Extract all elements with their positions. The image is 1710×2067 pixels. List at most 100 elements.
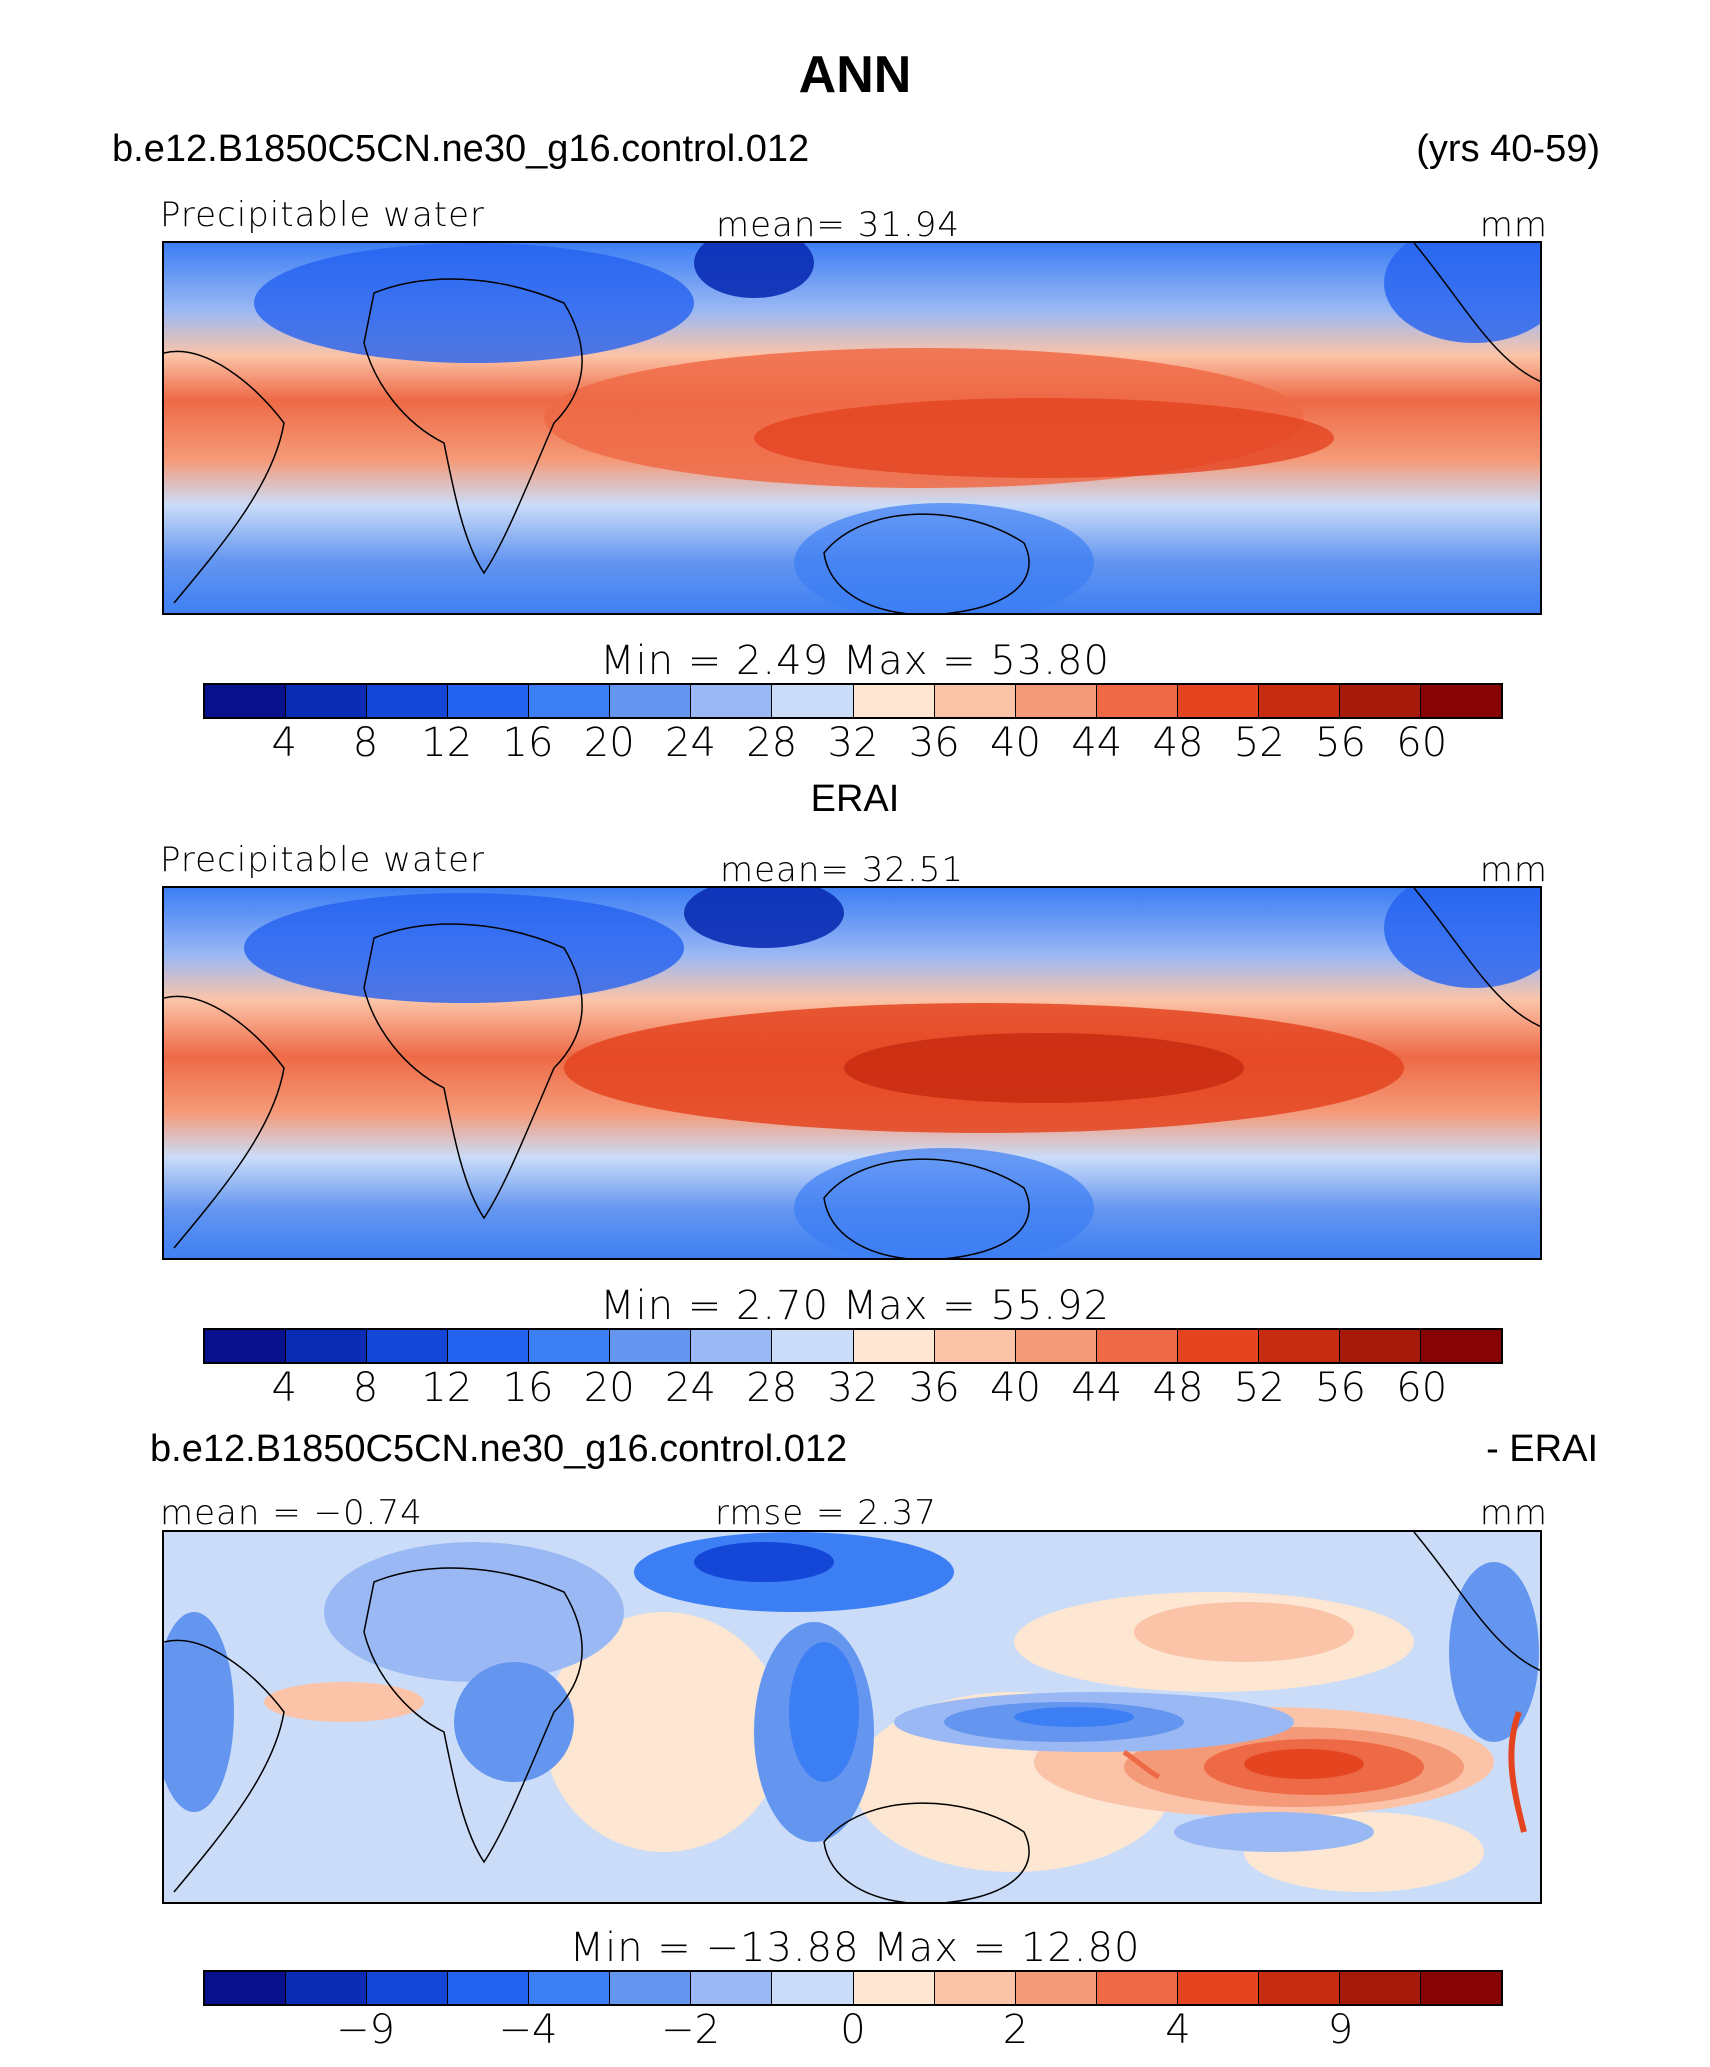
panel2-variable-label: Precipitable water: [160, 840, 486, 880]
colorbar-swatch: [934, 1972, 1016, 2004]
panel2-map: [162, 886, 1542, 1260]
panel2-colorbar-ticks: 4 8 12 16 20 24 28 32 36 40 44 48 52 56 60: [203, 1365, 1503, 1415]
colorbar-tick-label: 40: [990, 720, 1041, 766]
colorbar-swatch: [1096, 1330, 1178, 1362]
panel3-colorbar-ticks: −9 −4 −2 0 2 4 9: [203, 2007, 1503, 2057]
colorbar-swatch: [1258, 685, 1340, 717]
colorbar-tick-label: −4: [498, 2007, 558, 2053]
colorbar-swatch: [1258, 1330, 1340, 1362]
colorbar-swatch: [610, 1330, 692, 1362]
colorbar-tick-label: 52: [1233, 720, 1285, 766]
panel3-units-label: mm: [1479, 1493, 1548, 1533]
colorbar-swatch: [1420, 1972, 1501, 2004]
panel3-map: [162, 1530, 1542, 1904]
colorbar-swatch: [205, 1330, 287, 1362]
panel1-variable-label: Precipitable water: [160, 195, 486, 235]
panel3-minmax-label: Min = −13.88 Max = 12.80: [569, 1925, 1141, 1971]
colorbar-tick-label: 16: [502, 1365, 554, 1411]
colorbar-swatch: [367, 685, 449, 717]
panel3-colorbar: [203, 1970, 1503, 2006]
colorbar-tick-label: 32: [827, 720, 879, 766]
colorbar-swatch: [367, 1972, 449, 2004]
colorbar-tick-label: 36: [908, 1365, 960, 1411]
colorbar-swatch: [286, 1972, 368, 2004]
colorbar-swatch: [1258, 1972, 1340, 2004]
colorbar-tick-label: 48: [1152, 720, 1204, 766]
colorbar-tick-label: −9: [336, 2007, 395, 2053]
colorbar-swatch: [529, 1972, 611, 2004]
colorbar-tick-label: 24: [665, 1365, 716, 1411]
colorbar-swatch: [772, 685, 854, 717]
panel2-mean-label: mean= 32.51: [720, 850, 965, 890]
panel1-units-label: mm: [1479, 205, 1548, 245]
colorbar-swatch: [1177, 1972, 1259, 2004]
colorbar-swatch: [610, 685, 692, 717]
colorbar-swatch: [1177, 685, 1259, 717]
colorbar-swatch: [934, 685, 1016, 717]
colorbar-tick-label: 36: [908, 720, 960, 766]
colorbar-tick-label: 28: [746, 720, 798, 766]
colorbar-tick-label: 4: [271, 720, 297, 766]
colorbar-swatch: [529, 685, 611, 717]
panel1-mean-label: mean= 31.94: [716, 205, 961, 245]
colorbar-tick-label: 12: [421, 720, 473, 766]
colorbar-tick-label: 4: [271, 1365, 297, 1411]
colorbar-swatch: [448, 685, 530, 717]
colorbar-swatch: [772, 1972, 854, 2004]
colorbar-tick-label: 20: [583, 1365, 635, 1411]
colorbar-swatch: [691, 1330, 773, 1362]
colorbar-tick-label: 8: [352, 720, 379, 766]
colorbar-tick-label: 9: [1327, 2007, 1354, 2053]
panel2-colorbar: [203, 1328, 1503, 1364]
colorbar-tick-label: 12: [421, 1365, 473, 1411]
panel2-units-label: mm: [1479, 850, 1548, 890]
panel1-map: [162, 241, 1542, 615]
colorbar-tick-label: 56: [1315, 720, 1366, 766]
colorbar-swatch: [610, 1972, 692, 2004]
panel1-minmax-label: Min = 2.49 Max = 53.80: [600, 638, 1110, 684]
colorbar-tick-label: 2: [1002, 2007, 1029, 2053]
colorbar-tick-label: 16: [502, 720, 554, 766]
colorbar-swatch: [691, 685, 773, 717]
colorbar-swatch: [529, 1330, 611, 1362]
panel3-suffix-label: - ERAI: [1486, 1428, 1598, 1470]
panel3-rmse-label: rmse = 2.37: [715, 1493, 937, 1533]
colorbar-tick-label: 56: [1315, 1365, 1366, 1411]
colorbar-swatch: [448, 1330, 530, 1362]
colorbar-swatch: [1015, 1972, 1097, 2004]
colorbar-tick-label: 52: [1233, 1365, 1285, 1411]
colorbar-tick-label: 60: [1396, 720, 1448, 766]
colorbar-swatch: [1096, 685, 1178, 717]
colorbar-swatch: [448, 1972, 530, 2004]
colorbar-swatch: [1177, 1330, 1259, 1362]
panel2-title: ERAI: [810, 778, 900, 820]
colorbar-swatch: [367, 1330, 449, 1362]
colorbar-swatch: [205, 685, 287, 717]
colorbar-tick-label: 20: [583, 720, 635, 766]
colorbar-tick-label: 44: [1071, 1365, 1123, 1411]
panel1-colorbar: [203, 683, 1503, 719]
years-label: (yrs 40-59): [1416, 128, 1600, 170]
colorbar-tick-label: 48: [1152, 1365, 1204, 1411]
colorbar-swatch: [1015, 685, 1097, 717]
colorbar-tick-label: 40: [990, 1365, 1041, 1411]
colorbar-swatch: [1339, 685, 1421, 717]
colorbar-swatch: [1420, 685, 1501, 717]
figure-title: ANN: [798, 46, 912, 104]
colorbar-swatch: [1015, 1330, 1097, 1362]
colorbar-swatch: [205, 1972, 287, 2004]
panel3-mean-label: mean = −0.74: [160, 1493, 423, 1533]
colorbar-tick-label: 44: [1071, 720, 1123, 766]
colorbar-swatch: [853, 1972, 935, 2004]
colorbar-tick-label: 8: [352, 1365, 379, 1411]
colorbar-tick-label: 60: [1396, 1365, 1448, 1411]
colorbar-tick-label: 0: [840, 2007, 866, 2053]
colorbar-swatch: [934, 1330, 1016, 1362]
colorbar-tick-label: 4: [1165, 2007, 1191, 2053]
colorbar-swatch: [1420, 1330, 1501, 1362]
colorbar-tick-label: 24: [665, 720, 716, 766]
colorbar-swatch: [1096, 1972, 1178, 2004]
panel3-case-name-label: b.e12.B1850C5CN.ne30_g16.control.012: [150, 1428, 848, 1470]
colorbar-swatch: [853, 685, 935, 717]
colorbar-tick-label: −2: [661, 2007, 720, 2053]
